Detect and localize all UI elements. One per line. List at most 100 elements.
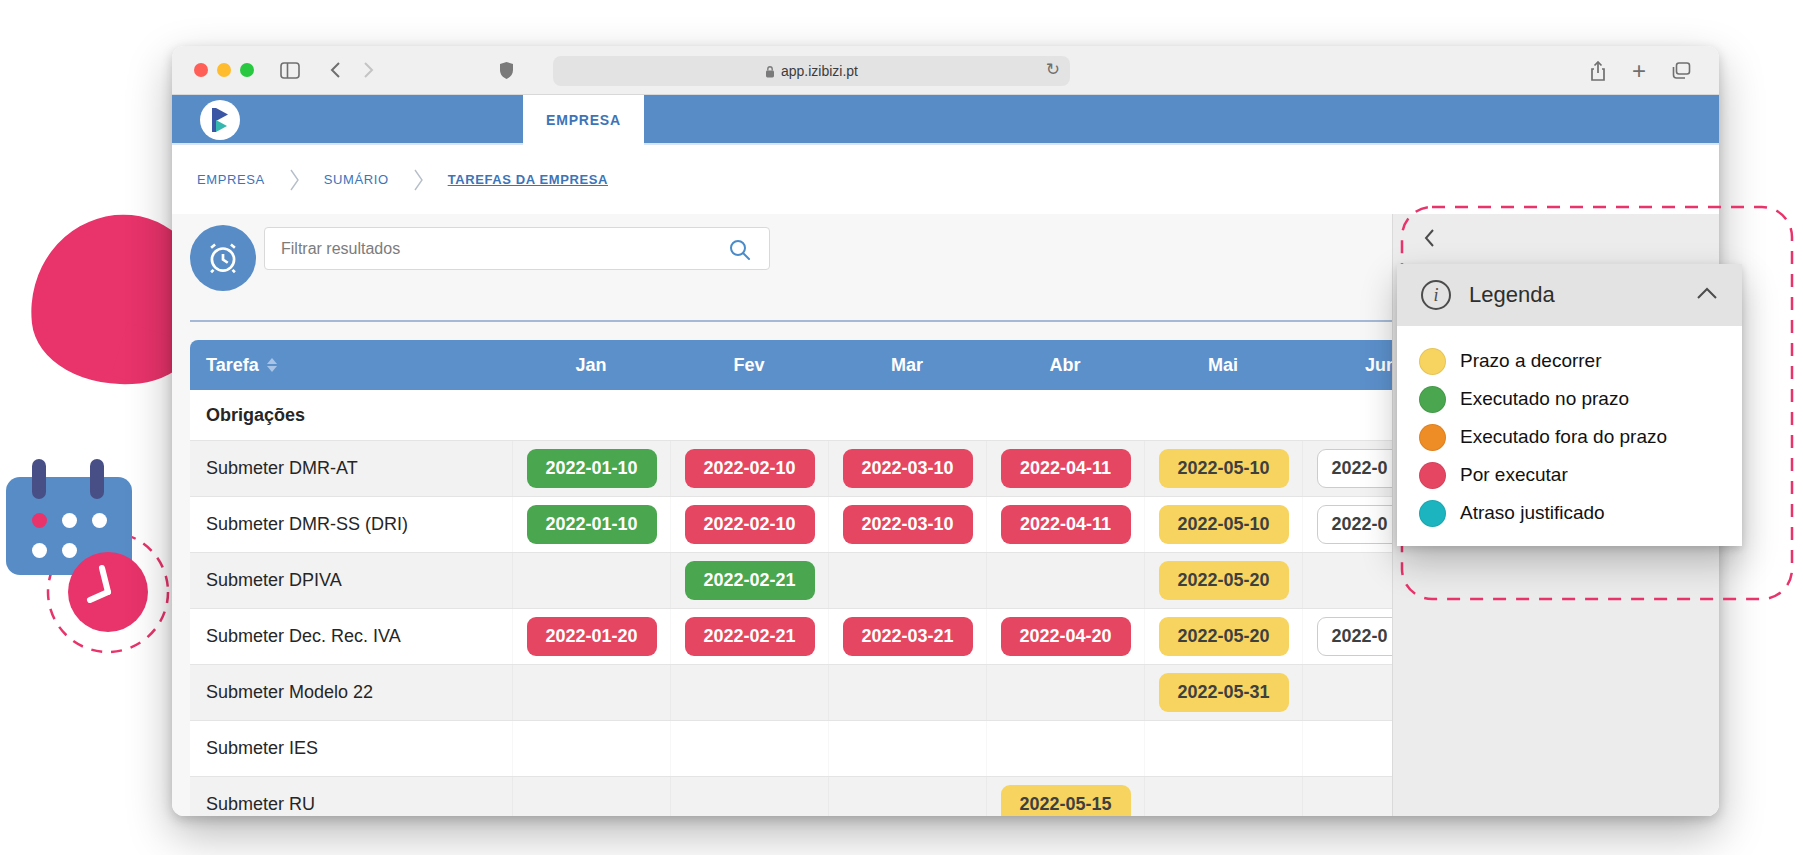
back-icon[interactable] bbox=[330, 61, 341, 79]
legend-item: Atraso justificado bbox=[1397, 494, 1742, 532]
tab-overview-icon[interactable] bbox=[1672, 62, 1691, 79]
breadcrumb-separator-icon bbox=[289, 169, 300, 191]
date-badge[interactable]: 2022-01-20 bbox=[527, 617, 657, 656]
calendar-ring-icon bbox=[90, 459, 104, 499]
date-badge[interactable]: 2022-02-10 bbox=[685, 449, 815, 488]
chevron-up-icon[interactable] bbox=[1696, 286, 1718, 304]
table-row: Submeter RU2022-05-15 bbox=[190, 777, 1392, 816]
month-cell-fev: 2022-02-21 bbox=[670, 609, 828, 664]
reload-icon[interactable]: ↻ bbox=[1046, 59, 1060, 80]
zoom-button[interactable] bbox=[240, 63, 254, 77]
month-cell-jun bbox=[1302, 665, 1392, 720]
month-cell-jun: 2022-0 bbox=[1302, 441, 1392, 496]
alarm-clock-icon bbox=[190, 225, 256, 291]
month-cell-mai bbox=[1144, 721, 1302, 776]
lock-icon bbox=[765, 65, 775, 78]
panel-collapse-icon[interactable] bbox=[1423, 228, 1435, 252]
month-cell-mar: 2022-03-10 bbox=[828, 441, 986, 496]
month-cell-fev: 2022-02-10 bbox=[670, 497, 828, 552]
privacy-shield-icon[interactable] bbox=[499, 61, 514, 80]
new-tab-icon[interactable]: + bbox=[1632, 57, 1646, 85]
date-badge[interactable]: 2022-0 bbox=[1317, 449, 1393, 488]
legend-label: Atraso justificado bbox=[1460, 502, 1605, 524]
month-cell-mar bbox=[828, 721, 986, 776]
izibizi-logo[interactable] bbox=[200, 100, 240, 140]
table-header-row: Tarefa JanFevMarAbrMaiJun bbox=[190, 340, 1392, 390]
date-badge[interactable]: 2022-04-20 bbox=[1001, 617, 1131, 656]
legend-label: Executado fora do prazo bbox=[1460, 426, 1667, 448]
column-header-label: Tarefa bbox=[206, 355, 259, 376]
date-badge[interactable]: 2022-02-21 bbox=[685, 617, 815, 656]
month-cell-jan bbox=[512, 665, 670, 720]
sort-icon[interactable] bbox=[267, 358, 277, 372]
browser-toolbar: app.izibizi.pt ↻ + bbox=[172, 46, 1719, 95]
date-badge[interactable]: 2022-05-10 bbox=[1159, 505, 1289, 544]
address-bar[interactable]: app.izibizi.pt ↻ bbox=[553, 56, 1070, 86]
legend-label: Por executar bbox=[1460, 464, 1568, 486]
month-cell-mai bbox=[1144, 777, 1302, 816]
page: app.izibizi.pt ↻ + bbox=[0, 0, 1803, 855]
date-badge[interactable]: 2022-03-10 bbox=[843, 505, 973, 544]
column-header-jan[interactable]: Jan bbox=[512, 355, 670, 376]
task-name: Submeter DMR-AT bbox=[190, 458, 512, 479]
month-cell-fev: 2022-02-21 bbox=[670, 553, 828, 608]
legend-item: Executado no prazo bbox=[1397, 380, 1742, 418]
date-badge[interactable]: 2022-05-10 bbox=[1159, 449, 1289, 488]
legend-item: Por executar bbox=[1397, 456, 1742, 494]
tab-empresa[interactable]: EMPRESA bbox=[523, 95, 644, 145]
share-icon[interactable] bbox=[1590, 61, 1606, 81]
breadcrumb-item-tarefas[interactable]: TAREFAS DA EMPRESA bbox=[448, 172, 608, 187]
column-header-tarefa[interactable]: Tarefa bbox=[190, 355, 512, 376]
tasks-table: Tarefa JanFevMarAbrMaiJun Obrigações Sub… bbox=[190, 340, 1392, 816]
sidebar-toggle-icon[interactable] bbox=[280, 62, 300, 79]
date-badge[interactable]: 2022-01-10 bbox=[527, 449, 657, 488]
column-header-jun[interactable]: Jun bbox=[1302, 355, 1392, 376]
close-button[interactable] bbox=[194, 63, 208, 77]
legend-color-dot bbox=[1419, 386, 1446, 413]
date-badge[interactable]: 2022-04-11 bbox=[1001, 449, 1131, 488]
calendar-ring-icon bbox=[32, 459, 46, 499]
month-cell-jun bbox=[1302, 777, 1392, 816]
column-header-mai[interactable]: Mai bbox=[1144, 355, 1302, 376]
minimize-button[interactable] bbox=[217, 63, 231, 77]
date-badge[interactable]: 2022-0 bbox=[1317, 505, 1393, 544]
search-icon[interactable] bbox=[728, 238, 752, 262]
legend-color-dot bbox=[1419, 348, 1446, 375]
table-row: Submeter IES bbox=[190, 721, 1392, 777]
month-cell-jan bbox=[512, 777, 670, 816]
info-icon: i bbox=[1421, 280, 1451, 310]
table-row: Submeter Modelo 222022-05-31 bbox=[190, 665, 1392, 721]
date-badge[interactable]: 2022-0 bbox=[1317, 617, 1393, 656]
date-badge[interactable]: 2022-03-10 bbox=[843, 449, 973, 488]
month-cell-abr bbox=[986, 721, 1144, 776]
task-name: Submeter DPIVA bbox=[190, 570, 512, 591]
month-cell-jun bbox=[1302, 721, 1392, 776]
legend-header[interactable]: i Legenda bbox=[1397, 264, 1742, 326]
table-top-divider bbox=[190, 320, 1392, 322]
calendar-dot bbox=[62, 513, 77, 528]
date-badge[interactable]: 2022-02-21 bbox=[685, 561, 815, 600]
date-badge[interactable]: 2022-02-10 bbox=[685, 505, 815, 544]
month-cell-mai: 2022-05-20 bbox=[1144, 553, 1302, 608]
breadcrumb-item-sumario[interactable]: SUMÁRIO bbox=[324, 172, 389, 187]
month-cell-mai: 2022-05-31 bbox=[1144, 665, 1302, 720]
date-badge[interactable]: 2022-01-10 bbox=[527, 505, 657, 544]
breadcrumb-item-empresa[interactable]: EMPRESA bbox=[197, 172, 265, 187]
date-badge[interactable]: 2022-05-20 bbox=[1159, 617, 1289, 656]
month-cell-abr: 2022-04-11 bbox=[986, 441, 1144, 496]
month-cell-jan: 2022-01-10 bbox=[512, 497, 670, 552]
month-cell-jan: 2022-01-10 bbox=[512, 441, 670, 496]
column-header-fev[interactable]: Fev bbox=[670, 355, 828, 376]
forward-icon[interactable] bbox=[363, 61, 374, 79]
column-header-mar[interactable]: Mar bbox=[828, 355, 986, 376]
date-badge[interactable]: 2022-05-15 bbox=[1001, 785, 1131, 816]
search-input[interactable] bbox=[264, 227, 770, 270]
date-badge[interactable]: 2022-05-20 bbox=[1159, 561, 1289, 600]
date-badge[interactable]: 2022-05-31 bbox=[1159, 673, 1289, 712]
legend-label: Prazo a decorrer bbox=[1460, 350, 1602, 372]
date-badge[interactable]: 2022-04-11 bbox=[1001, 505, 1131, 544]
legend-body: Prazo a decorrer Executado no prazo Execut… bbox=[1397, 326, 1742, 546]
column-header-abr[interactable]: Abr bbox=[986, 355, 1144, 376]
date-badge[interactable]: 2022-03-21 bbox=[843, 617, 973, 656]
window-controls bbox=[194, 63, 254, 77]
